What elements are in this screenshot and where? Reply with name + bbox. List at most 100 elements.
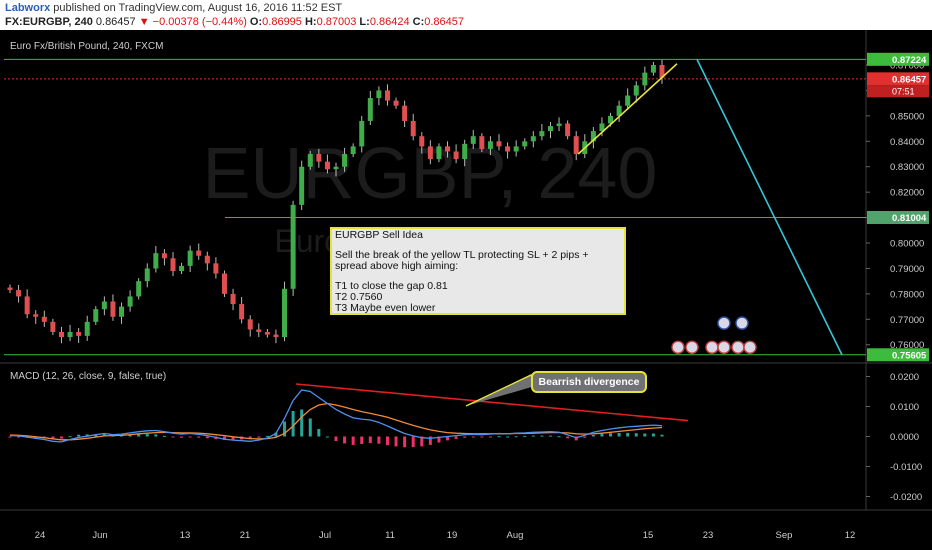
- candle-body: [547, 126, 553, 132]
- macd-histogram-bar: [128, 434, 132, 437]
- macd-histogram-bar: [454, 436, 458, 439]
- countdown-badge: [867, 85, 929, 98]
- macd-histogram-bar: [523, 435, 527, 437]
- idea-target-2: T2 0.7560: [335, 291, 383, 303]
- macd-histogram-bar: [506, 436, 510, 438]
- candle-body: [565, 123, 571, 137]
- macd-histogram-bar: [634, 433, 638, 437]
- candle-body: [282, 288, 288, 338]
- time-tick-label: Jun: [92, 530, 107, 541]
- macd-histogram-bar: [514, 436, 518, 438]
- macd-histogram-bar: [197, 436, 201, 438]
- macd-histogram-bar: [77, 434, 81, 437]
- candle-body: [384, 90, 390, 101]
- candle-body: [376, 90, 382, 99]
- macd-histogram-bar: [368, 436, 372, 444]
- candle-body: [625, 95, 631, 106]
- candle-body: [367, 98, 373, 121]
- countdown-label: 07:51: [892, 86, 915, 96]
- candle-body: [556, 123, 562, 127]
- candle-body: [170, 258, 176, 271]
- candle-body: [616, 105, 622, 116]
- macd-histogram-bar: [574, 436, 578, 441]
- macd-histogram-bar: [609, 433, 613, 437]
- low-label: L:: [359, 16, 370, 28]
- time-tick-label: 23: [703, 530, 714, 541]
- event-flag-icon: [743, 340, 757, 354]
- macd-tick-label: 0.0100: [890, 402, 919, 413]
- candle-body: [333, 166, 339, 170]
- idea-target-3: T3 Maybe even lower: [335, 302, 436, 314]
- candle-body: [487, 141, 493, 149]
- candle-body: [41, 316, 47, 322]
- candle-body: [505, 146, 511, 152]
- candle-body: [16, 290, 22, 297]
- candle-body: [101, 301, 107, 310]
- candle-body: [127, 296, 133, 307]
- close-value: 0.86457: [424, 16, 465, 28]
- price-axis-badge-label: 0.75605: [892, 350, 927, 361]
- macd-histogram-bar: [488, 436, 492, 438]
- divergence-line: [295, 383, 689, 422]
- candle-body: [230, 293, 236, 305]
- candle-body: [539, 131, 545, 137]
- ohlc-line: FX:EURGBP, 240 0.86457 ▼ −0.00378 (−0.44…: [5, 16, 464, 28]
- candle-body: [445, 146, 451, 152]
- candle-body: [608, 115, 614, 124]
- macd-histogram-bar: [145, 434, 149, 437]
- time-tick-label: 11: [385, 530, 395, 541]
- divergence-callout[interactable]: Bearrish divergence: [531, 371, 647, 393]
- candle-body: [187, 250, 193, 266]
- candle-body: [427, 146, 433, 160]
- macd-histogram-bar: [531, 435, 535, 437]
- signal-line: [9, 402, 663, 441]
- candle-body: [633, 85, 639, 96]
- candle-body: [239, 304, 245, 320]
- macd-histogram-bar: [497, 436, 501, 438]
- macd-histogram-bar: [394, 436, 398, 447]
- macd-histogram-bar: [471, 436, 475, 438]
- candle-body: [273, 334, 279, 338]
- publish-info: published on TradingView.com, August 16,…: [53, 2, 343, 14]
- price-axis-badge: [867, 72, 929, 86]
- idea-line-1: Sell the break of the yellow TL protecti…: [335, 249, 589, 261]
- low-value: 0.86424: [369, 16, 410, 28]
- macd-histogram-bar: [171, 436, 175, 438]
- macd-histogram-bar: [205, 436, 209, 439]
- candle-body: [419, 136, 425, 147]
- candle-body: [7, 287, 13, 291]
- symbol-label[interactable]: FX:EURGBP, 240: [5, 16, 93, 28]
- candle-body: [67, 332, 73, 338]
- candle-body: [324, 161, 330, 170]
- divergence-callout-pointer: [465, 374, 536, 407]
- macd-histogram-bar: [651, 433, 655, 437]
- macd-histogram-bar: [540, 435, 544, 437]
- sell-idea-note[interactable]: EURGBP Sell Idea Sell the break of the y…: [330, 227, 626, 315]
- candle-body: [462, 143, 468, 160]
- time-tick-label: 21: [240, 530, 251, 541]
- macd-histogram-bar: [463, 436, 467, 438]
- macd-histogram-bar: [180, 436, 184, 438]
- macd-histogram-bar: [480, 436, 484, 438]
- macd-histogram-bar: [334, 436, 338, 441]
- candle-body: [84, 321, 90, 336]
- price-tick-label: 0.79000: [890, 264, 924, 275]
- price-tick-label: 0.84000: [890, 137, 924, 148]
- macd-histogram-bar: [68, 436, 72, 438]
- macd-histogram-bar: [257, 436, 261, 438]
- candle-body: [659, 65, 665, 78]
- high-label: H:: [304, 16, 317, 28]
- macd-histogram-bar: [85, 434, 89, 437]
- macd-histogram-bar: [17, 436, 21, 438]
- macd-histogram-bar: [428, 436, 432, 445]
- candle-body: [530, 136, 536, 142]
- macd-histogram-bar: [411, 436, 415, 447]
- macd-histogram-bar: [283, 421, 287, 437]
- candle-body: [436, 146, 442, 160]
- candle-body: [76, 332, 82, 336]
- author-link[interactable]: Labworx: [5, 2, 51, 14]
- time-tick-label: Aug: [507, 530, 524, 541]
- event-flag-icon: [717, 316, 731, 330]
